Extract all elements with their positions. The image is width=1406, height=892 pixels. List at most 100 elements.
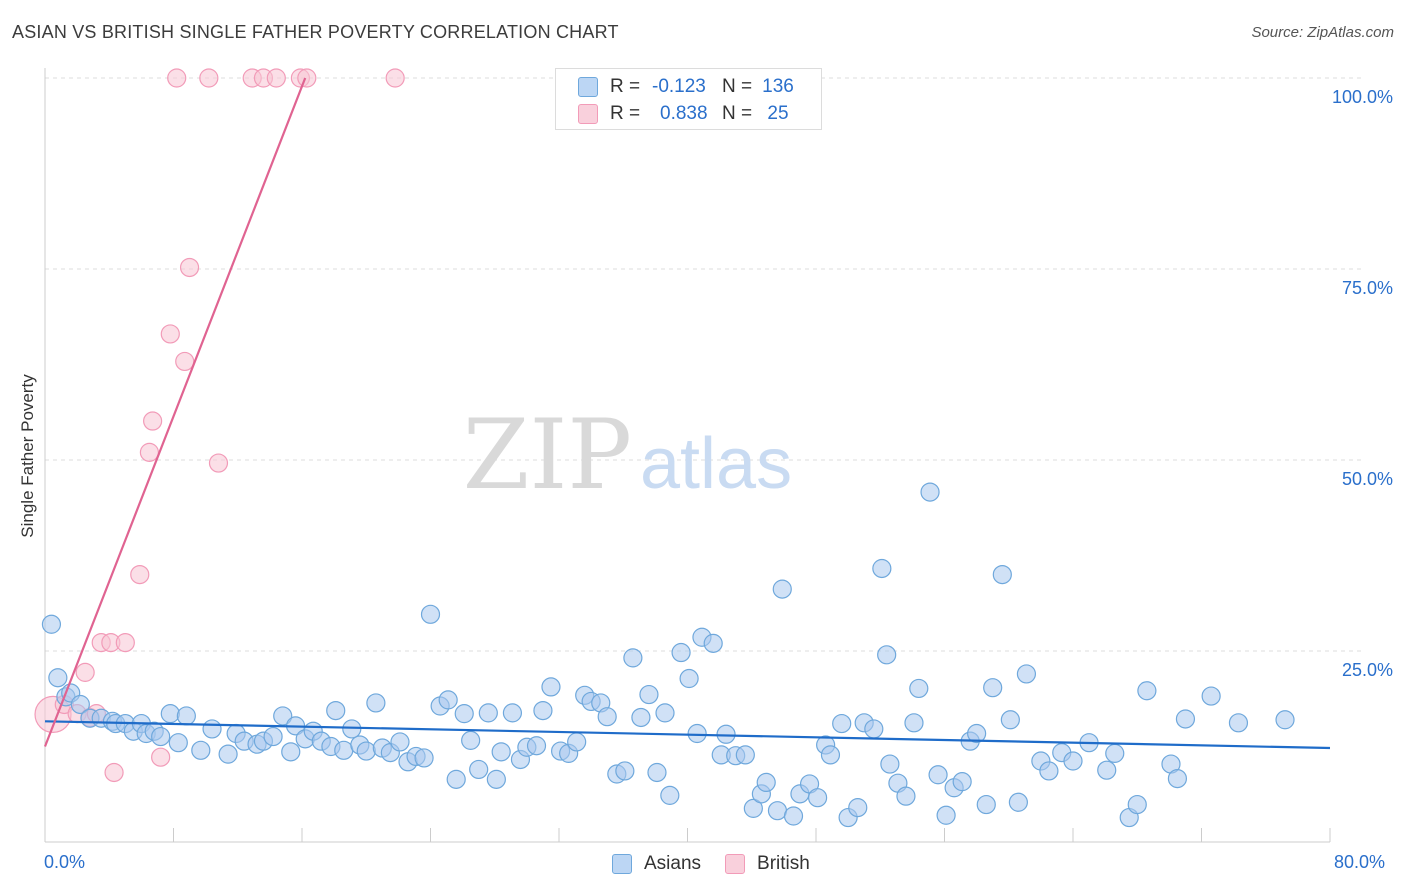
british-point — [175, 351, 195, 372]
british-point — [130, 564, 150, 585]
british-point — [115, 632, 135, 653]
n-label: N = — [722, 103, 753, 124]
asians-point — [647, 762, 667, 783]
british-point — [297, 68, 317, 88]
chart-title: ASIAN VS BRITISH SINGLE FATHER POVERTY C… — [12, 22, 619, 42]
asians-point — [1016, 664, 1037, 684]
british-point — [151, 747, 171, 767]
asians-point — [1175, 709, 1196, 729]
asians-point — [1008, 792, 1028, 812]
asians-points — [41, 482, 1295, 828]
asians-point — [597, 707, 617, 727]
asians-point — [486, 769, 506, 789]
asians-point — [446, 769, 466, 789]
asians-point — [655, 703, 675, 723]
asians-point — [772, 579, 792, 599]
asians-point — [615, 761, 635, 781]
asians-point — [273, 706, 293, 726]
asians-point — [502, 703, 523, 723]
asians-point — [756, 772, 776, 793]
british-point — [199, 68, 219, 88]
british-trend-line — [43, 77, 307, 747]
asians-point — [623, 648, 643, 668]
asians-point — [687, 723, 707, 744]
asians-point — [366, 693, 386, 713]
r-value: 0.838 — [660, 103, 708, 124]
asians-point — [904, 713, 924, 733]
asians-point — [541, 677, 561, 697]
asians-point — [703, 633, 723, 653]
watermark-zip: ZIP — [463, 399, 632, 511]
asians-point — [491, 742, 511, 762]
asians-swatch — [578, 77, 598, 97]
n-value: 136 — [762, 76, 794, 97]
asians-point — [160, 704, 180, 724]
british-point — [266, 68, 286, 88]
asians-point — [567, 732, 587, 752]
british-point — [143, 411, 163, 431]
asians-point — [1105, 743, 1125, 763]
british-point — [160, 324, 180, 344]
asians-point — [848, 798, 868, 818]
n-value: 25 — [767, 103, 789, 124]
asians-point — [469, 759, 489, 780]
asians-point — [1228, 713, 1249, 733]
asians-point — [176, 706, 196, 726]
asians-point — [983, 678, 1003, 698]
asians-point — [967, 723, 987, 744]
asians-point — [679, 668, 699, 689]
asians-point — [1063, 751, 1083, 771]
n-label: N = — [722, 76, 753, 97]
asians-point — [928, 765, 948, 785]
british-point — [179, 257, 200, 278]
asians-point — [420, 604, 441, 624]
asians-point — [767, 801, 788, 821]
british-point — [208, 453, 229, 473]
x-tick-min: 0.0% — [44, 852, 86, 872]
asians-trend-line — [44, 720, 1331, 750]
asians-point — [808, 788, 828, 808]
asians-point — [478, 703, 498, 723]
r-label: R = — [610, 76, 641, 97]
asians-point — [864, 719, 884, 739]
y-tick-label: 50.0% — [1342, 469, 1393, 489]
asians-point — [783, 806, 804, 826]
asians-point — [992, 564, 1012, 585]
asians-point — [202, 719, 222, 739]
asians-point — [533, 700, 553, 721]
asians-point — [356, 741, 376, 761]
asians-point — [1000, 710, 1020, 730]
british-swatch — [578, 104, 598, 124]
legend-item-asians[interactable]: Asians — [612, 853, 701, 875]
british-point — [139, 442, 160, 462]
asians-point — [41, 614, 62, 634]
asians-point — [1137, 681, 1157, 701]
asians-point — [1097, 760, 1117, 780]
asians-point — [1275, 710, 1295, 730]
gridlines — [45, 77, 1365, 652]
asians-point — [454, 704, 474, 724]
asians-point — [660, 785, 680, 805]
british-point — [104, 762, 124, 783]
asians-point — [48, 668, 68, 688]
asians-point — [414, 748, 434, 768]
asians-point — [263, 726, 283, 747]
trend-lines — [43, 77, 1331, 750]
asians-point — [820, 745, 841, 765]
british-point — [167, 68, 187, 88]
r-label: R = — [610, 103, 641, 124]
british-point — [385, 68, 405, 88]
legend-row-british: R = 0.838 N = 25 — [578, 102, 798, 126]
legend-item-british[interactable]: British — [725, 853, 810, 875]
asians-legend-label: Asians — [644, 853, 702, 874]
asians-point — [281, 742, 301, 762]
watermark-atlas: atlas — [640, 424, 792, 504]
asians-point — [936, 805, 956, 825]
asians-point — [342, 719, 362, 739]
r-value: -0.123 — [652, 76, 706, 97]
asians-point — [168, 733, 188, 753]
asians-point — [526, 736, 547, 756]
asians-point — [1127, 794, 1147, 815]
asians-point — [920, 482, 940, 502]
